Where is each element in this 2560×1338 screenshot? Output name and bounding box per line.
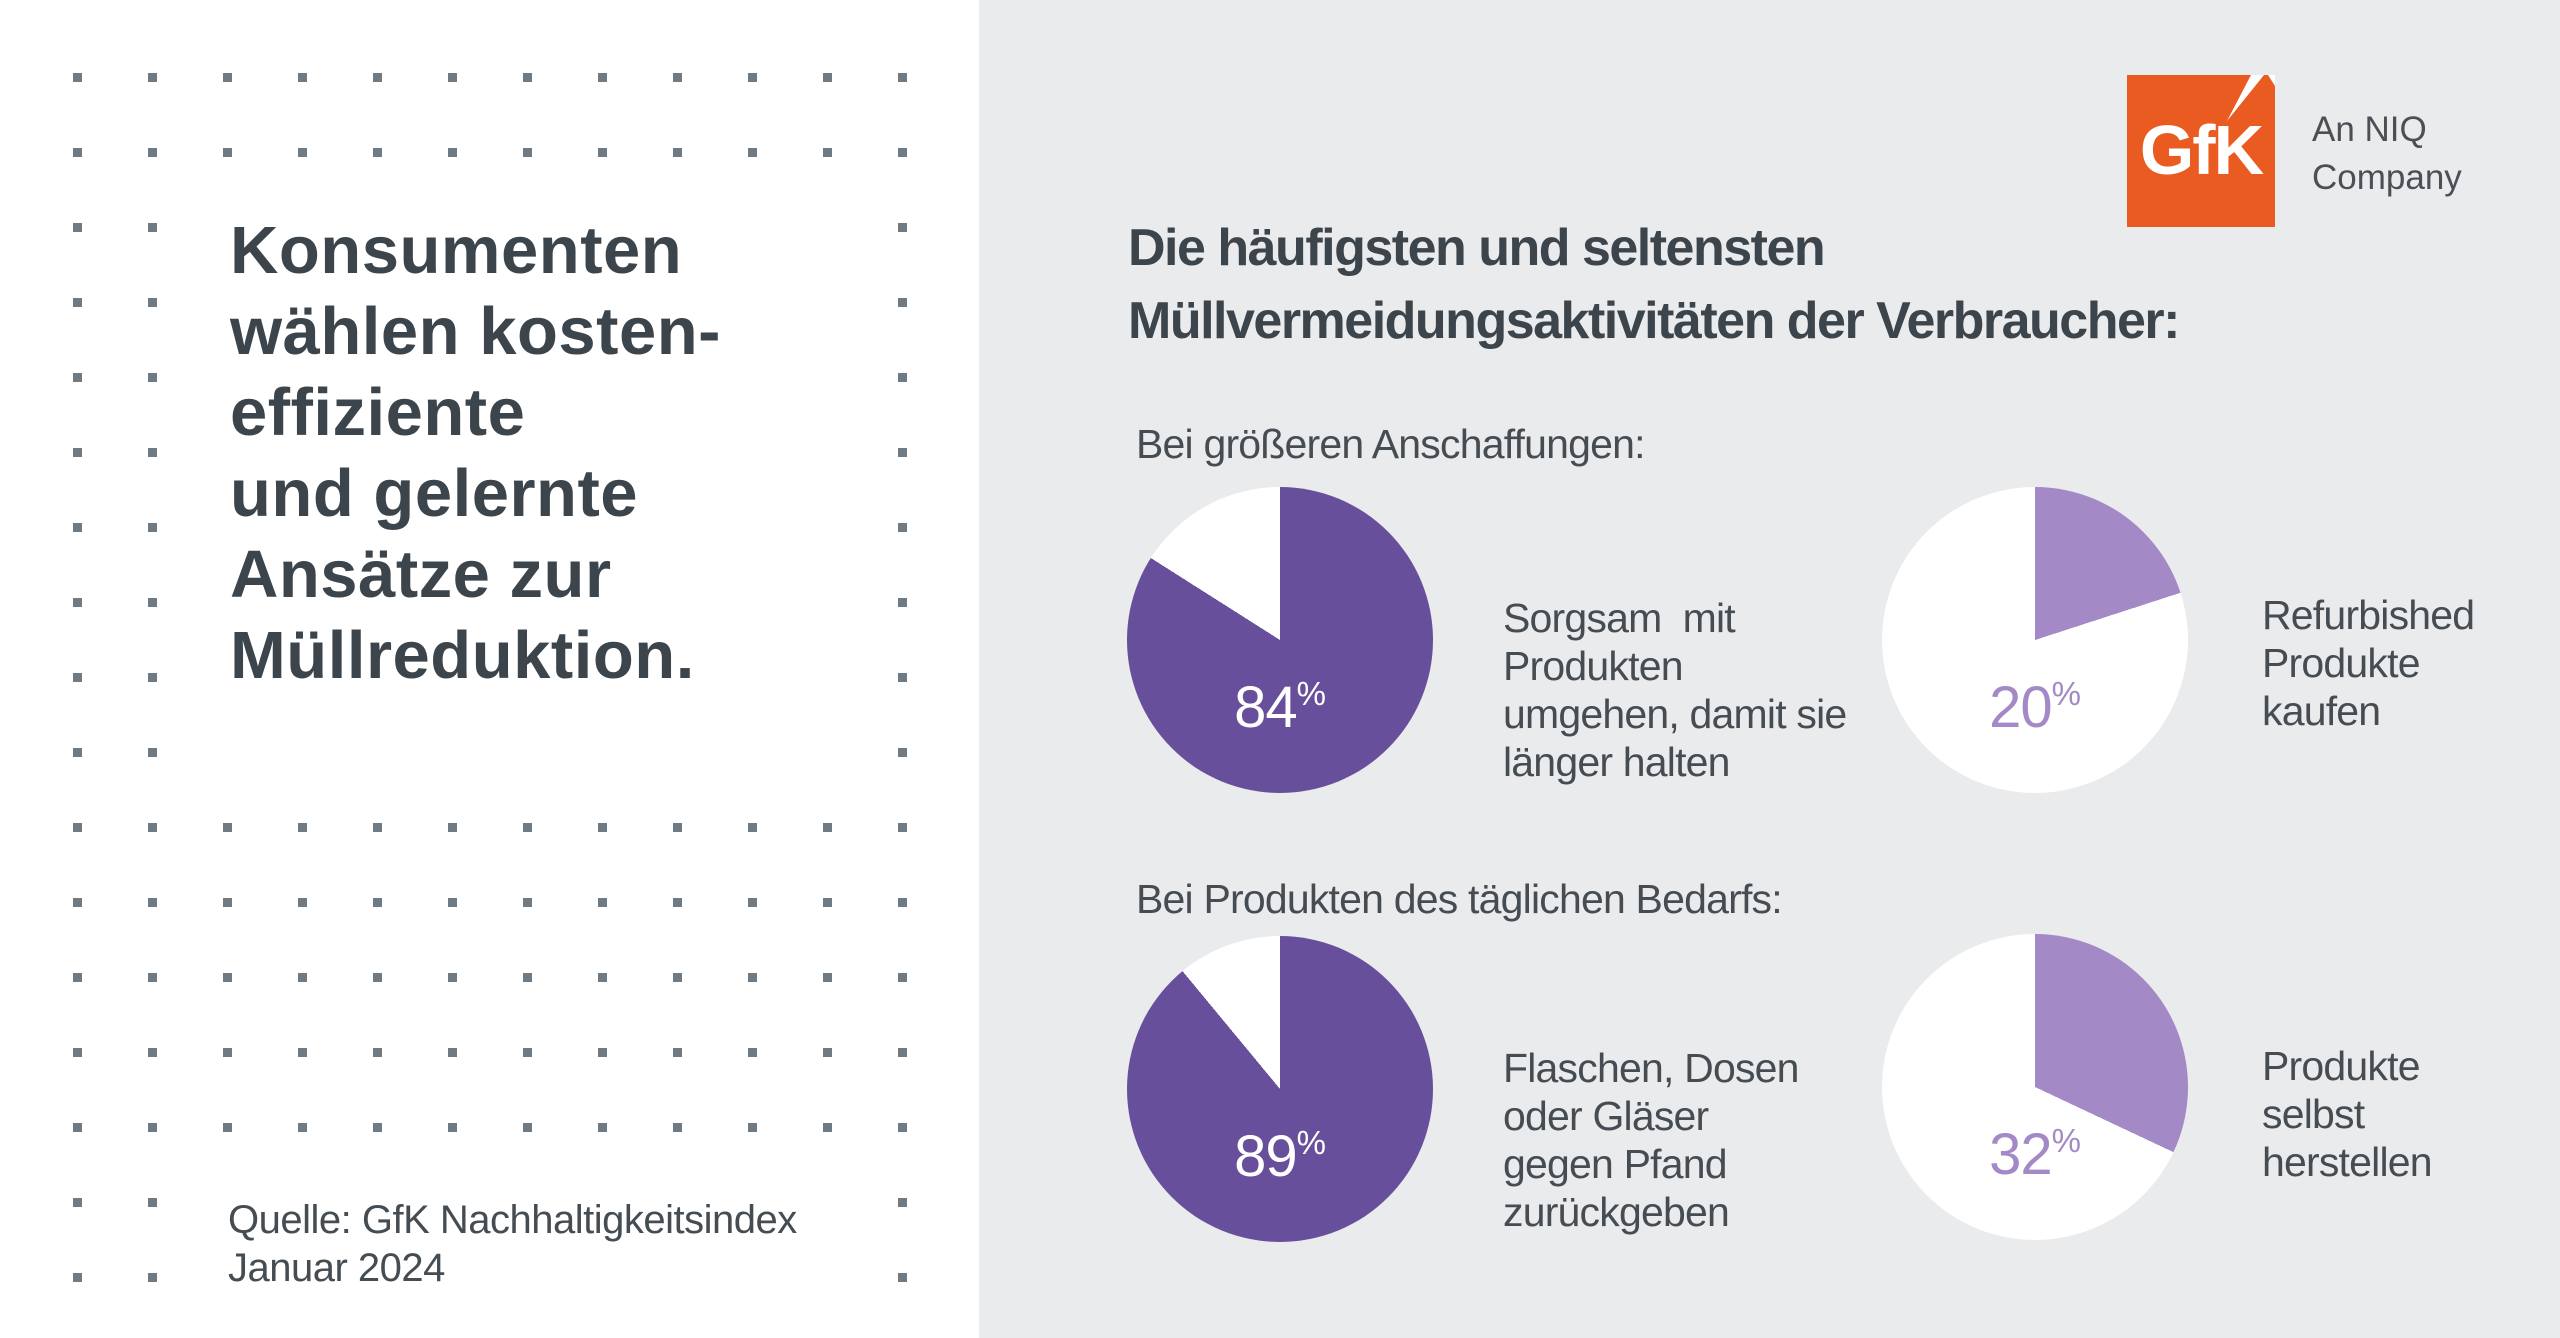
niq-tagline: An NIQ Company [2312, 110, 2462, 197]
pie-caption-selbst-herstellen: Produkte selbst herstellen [2262, 1043, 2433, 1185]
gfk-logo-icon: GfK [2127, 75, 2275, 227]
pie-caption-pfand: Flaschen, Dosen oder Gläser gegen Pfand … [1503, 1045, 1799, 1235]
pie-value-label: 32% [1882, 1124, 2188, 1184]
pie-value-label: 84% [1127, 677, 1433, 737]
pie-value: 20 [1989, 674, 2053, 740]
headline-background [192, 190, 882, 794]
pie-value-label: 20% [1882, 677, 2188, 737]
logo-spark-icon [2227, 75, 2264, 121]
pie-value: 89 [1234, 1123, 1298, 1189]
pie-chart-refurbished-20: 20% [1882, 487, 2188, 793]
pie-chart-pfand-89: 89% [1127, 936, 1433, 1242]
percent-sign: % [1296, 1123, 1326, 1161]
pie-caption-refurbished: Refurbished Produkte kaufen [2262, 592, 2475, 734]
left-panel: Konsumenten wählen kosten- effiziente un… [0, 0, 979, 1338]
percent-sign: % [2051, 674, 2081, 712]
source-note: Quelle: GfK Nachhaltigkeitsindex Januar … [228, 1198, 797, 1290]
section-label-anschaffungen: Bei größeren Anschaffungen: [1136, 421, 1646, 467]
logo-corner-cut [2268, 75, 2275, 86]
percent-sign: % [2051, 1121, 2081, 1159]
headline: Konsumenten wählen kosten- effiziente un… [230, 213, 721, 693]
logo-wordmark: GfK [2140, 111, 2264, 189]
percent-sign: % [1296, 674, 1326, 712]
infographic-title: Die häufigsten und seltensten Müllvermei… [1128, 219, 2180, 350]
pie-value: 84 [1234, 674, 1298, 740]
pie-value-label: 89% [1127, 1126, 1433, 1186]
pie-chart-sorgsam-84: 84% [1127, 487, 1433, 793]
pie-chart-selbst-herstellen-32: 32% [1882, 934, 2188, 1240]
source-background [190, 1178, 888, 1306]
pie-value: 32 [1989, 1121, 2053, 1187]
section-label-taeglicher-bedarf: Bei Produkten des täglichen Bedarfs: [1136, 876, 1783, 922]
pie-caption-sorgsam: Sorgsam mit Produkten umgehen, damit sie… [1503, 595, 1847, 785]
